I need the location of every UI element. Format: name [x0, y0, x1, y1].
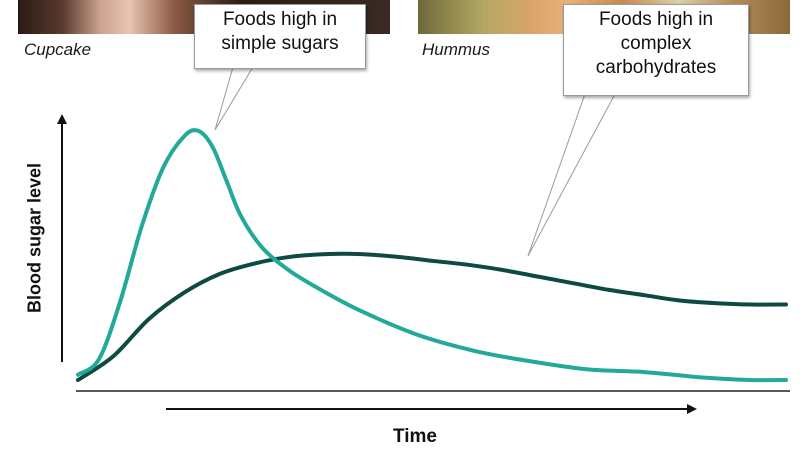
complex-carbs-curve: [76, 251, 788, 382]
complex-callout-pointer: [527, 93, 616, 257]
simple-sugars-callout: Foods high in simple sugars: [194, 4, 366, 69]
complex-callout-line-2: complex: [620, 33, 692, 54]
complex-callout-line-3: carbohydrates: [595, 57, 717, 78]
simple-sugars-curve: [76, 128, 788, 383]
hummus-caption: Hummus: [422, 40, 491, 59]
y-axis-label: Blood sugar level: [24, 162, 45, 314]
x-axis-label: Time: [393, 426, 438, 447]
simple-callout-pointer: [214, 66, 254, 131]
complex-carbs-callout: Foods high in complex carbohydrates: [563, 4, 749, 96]
simple-callout-line-2: simple sugars: [221, 33, 339, 54]
cupcake-caption: Cupcake: [24, 40, 92, 59]
complex-callout-line-1: Foods high in: [598, 9, 714, 30]
simple-callout-line-1: Foods high in: [222, 9, 338, 30]
